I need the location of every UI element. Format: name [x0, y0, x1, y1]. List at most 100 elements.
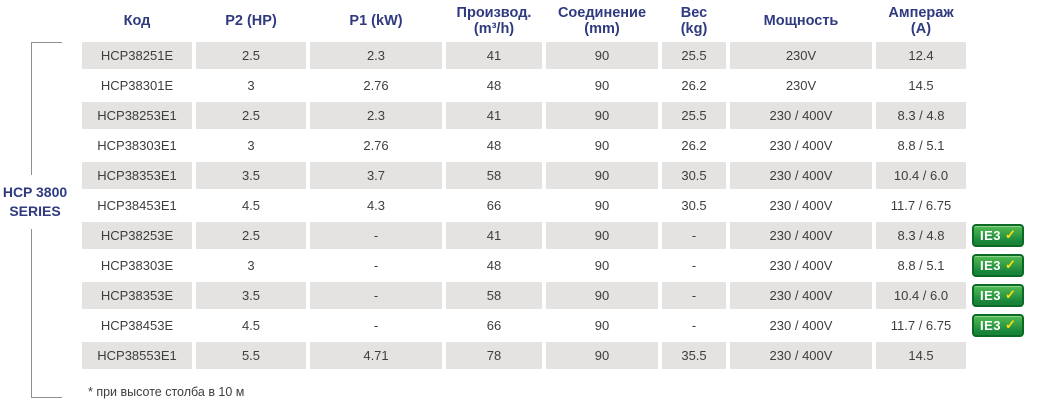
cell-ie3 [970, 132, 1036, 159]
spec-table: Код P2 (HP) P1 (kW) Производ. (m³/h) Соединен… [78, 0, 1040, 372]
column-header-label: Производ. [456, 4, 532, 21]
cell-flow: 48 [446, 132, 542, 159]
column-header-amperage: Ампераж (A) [876, 3, 966, 39]
cell-weight: 30.5 [662, 162, 726, 189]
cell-connection: 90 [546, 192, 658, 219]
series-label-line1: HCP 3800 [2, 184, 68, 200]
cell-p2: 4.5 [196, 192, 306, 219]
cell-weight: - [662, 312, 726, 339]
cell-amperage: 8.3 / 4.8 [876, 222, 966, 249]
column-header-label: Код [123, 12, 151, 29]
cell-p2: 3.5 [196, 162, 306, 189]
column-header-unit: (A) [910, 21, 932, 37]
cell-p1: - [310, 312, 442, 339]
cell-p2: 3 [196, 252, 306, 279]
cell-connection: 90 [546, 132, 658, 159]
column-header-label: Соединение [557, 4, 647, 21]
cell-power: 230V [730, 42, 872, 69]
cell-flow: 66 [446, 312, 542, 339]
cell-p1: 4.3 [310, 192, 442, 219]
cell-ie3 [970, 102, 1036, 129]
cell-p1: 2.3 [310, 102, 442, 129]
column-header-unit: (m³/h) [473, 21, 515, 37]
ie3-badge: IE3 ✓ [972, 224, 1025, 247]
cell-code: HCP38253E1 [82, 102, 192, 129]
cell-weight: - [662, 252, 726, 279]
cell-p1: - [310, 252, 442, 279]
cell-connection: 90 [546, 222, 658, 249]
table-row: HCP38253E 2.5-41 90-230 / 400V 8.3 / 4.8 IE3… [82, 222, 1036, 249]
check-icon: ✓ [1005, 316, 1017, 332]
cell-amperage: 8.8 / 5.1 [876, 132, 966, 159]
cell-p2: 4.5 [196, 312, 306, 339]
column-header-unit: (kg) [680, 21, 708, 37]
cell-p1: - [310, 282, 442, 309]
cell-flow: 78 [446, 342, 542, 369]
column-header-flow: Производ. (m³/h) [446, 3, 542, 39]
column-header-unit: (mm) [584, 21, 620, 37]
cell-weight: 26.2 [662, 132, 726, 159]
cell-power: 230 / 400V [730, 162, 872, 189]
table-row: HCP38251E 2.5 2.3 41 90 25.5 230V 12.4 [82, 42, 1036, 69]
ie3-badge: IE3 ✓ [972, 254, 1025, 277]
column-header-label: P1 (kW) [349, 12, 403, 29]
cell-p2: 3 [196, 132, 306, 159]
cell-ie3: IE3 ✓ [970, 312, 1036, 339]
cell-power: 230 / 400V [730, 192, 872, 219]
cell-flow: 48 [446, 72, 542, 99]
cell-code: HCP38251E [82, 42, 192, 69]
cell-p1: - [310, 222, 442, 249]
cell-connection: 90 [546, 102, 658, 129]
cell-power: 230 / 400V [730, 222, 872, 249]
cell-p2: 3 [196, 72, 306, 99]
footnote: * при высоте столба в 10 м [88, 385, 245, 399]
cell-weight: 25.5 [662, 42, 726, 69]
column-header-label: Вес [680, 4, 708, 21]
cell-code: HCP38453E1 [82, 192, 192, 219]
ie3-badge-label: IE3 [980, 258, 1002, 273]
cell-power: 230 / 400V [730, 102, 872, 129]
cell-flow: 66 [446, 192, 542, 219]
cell-flow: 41 [446, 102, 542, 129]
cell-code: HCP38553E1 [82, 342, 192, 369]
cell-weight: - [662, 282, 726, 309]
cell-code: HCP38303E1 [82, 132, 192, 159]
cell-p1: 2.76 [310, 132, 442, 159]
cell-amperage: 10.4 / 6.0 [876, 162, 966, 189]
cell-flow: 58 [446, 162, 542, 189]
cell-flow: 41 [446, 42, 542, 69]
cell-code: HCP38353E1 [82, 162, 192, 189]
cell-p2: 5.5 [196, 342, 306, 369]
check-icon: ✓ [1005, 286, 1017, 302]
cell-weight: 26.2 [662, 72, 726, 99]
ie3-badge: IE3 ✓ [972, 314, 1025, 337]
cell-ie3: IE3 ✓ [970, 252, 1036, 279]
cell-amperage: 11.7 / 6.75 [876, 192, 966, 219]
cell-connection: 90 [546, 342, 658, 369]
cell-weight: - [662, 222, 726, 249]
cell-connection: 90 [546, 312, 658, 339]
cell-flow: 58 [446, 282, 542, 309]
cell-connection: 90 [546, 252, 658, 279]
cell-p2: 2.5 [196, 42, 306, 69]
ie3-badge-label: IE3 [980, 228, 1002, 243]
ie3-badge: IE3 ✓ [972, 284, 1025, 307]
table-row: HCP38353E 3.5-58 90-230 / 400V 10.4 / 6.0 IE… [82, 282, 1036, 309]
table-row: HCP38453E 4.5-66 90-230 / 400V 11.7 / 6.75 I… [82, 312, 1036, 339]
series-label: HCP 3800 SERIES [0, 175, 70, 229]
cell-connection: 90 [546, 282, 658, 309]
cell-code: HCP38253E [82, 222, 192, 249]
cell-connection: 90 [546, 72, 658, 99]
ie3-badge-label: IE3 [980, 318, 1002, 333]
cell-p1: 4.71 [310, 342, 442, 369]
cell-p1: 2.76 [310, 72, 442, 99]
column-header-label: P2 (HP) [225, 12, 277, 29]
column-header-p1: P1 (kW) [310, 3, 442, 39]
table-row: HCP38303E 3-48 90-230 / 400V 8.8 / 5.1 IE3 ✓ [82, 252, 1036, 279]
cell-p2: 2.5 [196, 222, 306, 249]
cell-code: HCP38303E [82, 252, 192, 279]
table-row: HCP38553E1 5.5 4.71 78 90 35.5 230 / 400V 14.5 [82, 342, 1036, 369]
cell-ie3 [970, 342, 1036, 369]
table-row: HCP38353E1 3.5 3.7 58 90 30.5 230 / 400V 10.4 /… [82, 162, 1036, 189]
